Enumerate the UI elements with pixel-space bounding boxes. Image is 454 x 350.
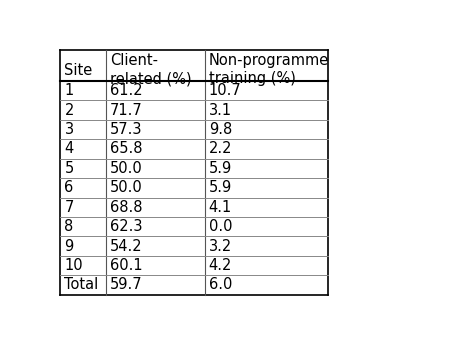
Text: Site: Site bbox=[64, 63, 93, 78]
Text: 8: 8 bbox=[64, 219, 74, 234]
Text: 61.2: 61.2 bbox=[110, 83, 143, 98]
Text: 4.2: 4.2 bbox=[209, 258, 232, 273]
Text: 3: 3 bbox=[64, 122, 74, 137]
Text: 5.9: 5.9 bbox=[209, 161, 232, 176]
Text: 3.2: 3.2 bbox=[209, 238, 232, 253]
Text: 3.1: 3.1 bbox=[209, 103, 232, 118]
Text: 50.0: 50.0 bbox=[110, 180, 143, 195]
Text: Client-
related (%): Client- related (%) bbox=[110, 53, 192, 86]
Text: 5.9: 5.9 bbox=[209, 180, 232, 195]
Text: 4.1: 4.1 bbox=[209, 200, 232, 215]
Text: 68.8: 68.8 bbox=[110, 200, 143, 215]
Text: 4: 4 bbox=[64, 141, 74, 156]
Text: 2.2: 2.2 bbox=[209, 141, 232, 156]
Text: 9: 9 bbox=[64, 238, 74, 253]
Text: 62.3: 62.3 bbox=[110, 219, 143, 234]
Text: 1: 1 bbox=[64, 83, 74, 98]
Text: 0.0: 0.0 bbox=[209, 219, 232, 234]
Text: 60.1: 60.1 bbox=[110, 258, 143, 273]
Text: 10.7: 10.7 bbox=[209, 83, 242, 98]
Text: 57.3: 57.3 bbox=[110, 122, 143, 137]
Text: 7: 7 bbox=[64, 200, 74, 215]
Text: 9.8: 9.8 bbox=[209, 122, 232, 137]
Text: 50.0: 50.0 bbox=[110, 161, 143, 176]
Text: 65.8: 65.8 bbox=[110, 141, 143, 156]
Text: Non-programme
training (%): Non-programme training (%) bbox=[209, 53, 329, 86]
Text: 5: 5 bbox=[64, 161, 74, 176]
Text: 71.7: 71.7 bbox=[110, 103, 143, 118]
Text: 59.7: 59.7 bbox=[110, 277, 143, 292]
Text: Total: Total bbox=[64, 277, 99, 292]
Text: 6.0: 6.0 bbox=[209, 277, 232, 292]
Text: 6: 6 bbox=[64, 180, 74, 195]
Text: 54.2: 54.2 bbox=[110, 238, 143, 253]
Text: 10: 10 bbox=[64, 258, 83, 273]
Text: 2: 2 bbox=[64, 103, 74, 118]
